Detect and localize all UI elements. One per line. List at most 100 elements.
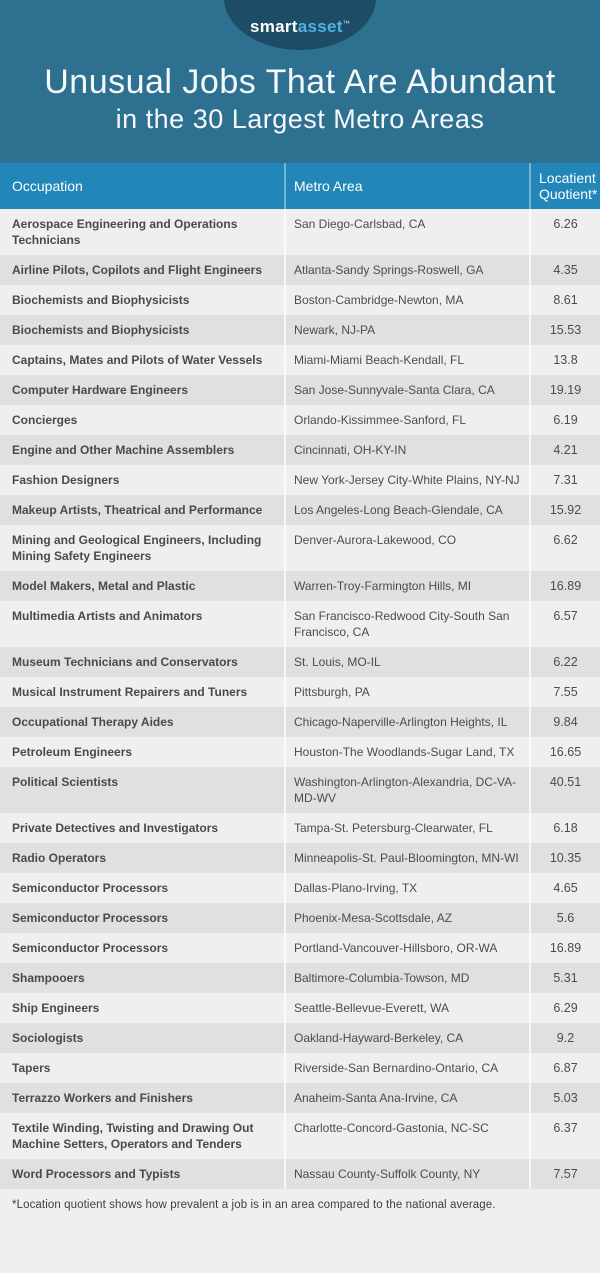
metro-area-cell: Denver-Aurora-Lakewood, CO	[284, 525, 530, 571]
occupation-cell: Biochemists and Biophysicists	[12, 293, 190, 307]
metro-area-cell: Orlando-Kissimmee-Sanford, FL	[284, 405, 530, 435]
location-quotient-cell: 7.57	[529, 1159, 600, 1189]
location-quotient-cell: 6.18	[529, 813, 600, 843]
location-quotient-cell: 7.55	[529, 677, 600, 707]
table-row: Concierges Orlando-Kissimmee-Sanford, FL 6…	[0, 405, 600, 435]
column-header-location-quotient: Locatient Quotient*	[529, 163, 600, 209]
table-row: Word Processors and Typists Nassau County…	[0, 1159, 600, 1189]
occupation-cell: Occupational Therapy Aides	[12, 715, 174, 729]
occupation-cell: Museum Technicians and Conservators	[12, 655, 238, 669]
location-quotient-cell: 19.19	[529, 375, 600, 405]
metro-area-cell: San Jose-Sunnyvale-Santa Clara, CA	[284, 375, 530, 405]
table-body: Aerospace Engineering and Operations Tec…	[0, 209, 600, 1189]
metro-area-cell: Minneapolis-St. Paul-Bloomington, MN-WI	[284, 843, 530, 873]
table-row: Captains, Mates and Pilots of Water Vess…	[0, 345, 600, 375]
occupation-cell: Sociologists	[12, 1031, 84, 1045]
location-quotient-cell: 16.89	[529, 571, 600, 601]
table-row: Semiconductor Processors Phoenix-Mesa-Sco…	[0, 903, 600, 933]
table-row: Tapers Riverside-San Bernardino-Ontario, …	[0, 1053, 600, 1083]
metro-area-cell: Seattle-Bellevue-Everett, WA	[284, 993, 530, 1023]
table-row: Musical Instrument Repairers and Tuners P…	[0, 677, 600, 707]
metro-area-cell: Miami-Miami Beach-Kendall, FL	[284, 345, 530, 375]
metro-area-cell: Chicago-Naperville-Arlington Heights, IL	[284, 707, 530, 737]
metro-area-cell: St. Louis, MO-IL	[284, 647, 530, 677]
table-row: Textile Winding, Twisting and Drawing Ou…	[0, 1113, 600, 1159]
metro-area-cell: Washington-Arlington-Alexandria, DC-VA-M…	[284, 767, 530, 813]
occupation-cell: Petroleum Engineers	[12, 745, 133, 759]
table-row: Airline Pilots, Copilots and Flight Engi…	[0, 255, 600, 285]
table-row: Museum Technicians and Conservators St. L…	[0, 647, 600, 677]
table-row: Petroleum Engineers Houston-The Woodlands…	[0, 737, 600, 767]
location-quotient-cell: 13.8	[529, 345, 600, 375]
metro-area-cell: Boston-Cambridge-Newton, MA	[284, 285, 530, 315]
location-quotient-cell: 6.26	[529, 209, 600, 255]
table-row: Occupational Therapy Aides Chicago-Naperv…	[0, 707, 600, 737]
logo-text-smart: smart	[249, 17, 298, 36]
metro-area-cell: Cincinnati, OH-KY-IN	[284, 435, 530, 465]
occupation-cell: Fashion Designers	[12, 473, 120, 487]
location-quotient-cell: 9.84	[529, 707, 600, 737]
table-row: Mining and Geological Engineers, Includi…	[0, 525, 600, 571]
table-row: Engine and Other Machine Assemblers Cinci…	[0, 435, 600, 465]
occupation-cell: Ship Engineers	[12, 1001, 100, 1015]
metro-area-cell: Newark, NJ-PA	[284, 315, 530, 345]
occupation-cell: Model Makers, Metal and Plastic	[12, 579, 196, 593]
metro-area-cell: Phoenix-Mesa-Scottsdale, AZ	[284, 903, 530, 933]
occupation-cell: Textile Winding, Twisting and Drawing Ou…	[12, 1121, 254, 1151]
occupation-cell: Tapers	[12, 1061, 51, 1075]
metro-area-cell: Warren-Troy-Farmington Hills, MI	[284, 571, 530, 601]
location-quotient-footnote: *Location quotient shows how prevalent a…	[12, 1199, 496, 1211]
table-row: Fashion Designers New York-Jersey City-Wh…	[0, 465, 600, 495]
table-row: Political Scientists Washington-Arlington…	[0, 767, 600, 813]
smartasset-logo: smartasset™	[250, 17, 350, 37]
table-row: Semiconductor Processors Dallas-Plano-Irv…	[0, 873, 600, 903]
location-quotient-cell: 16.89	[529, 933, 600, 963]
location-quotient-cell: 6.57	[529, 601, 600, 647]
location-quotient-cell: 15.92	[529, 495, 600, 525]
location-quotient-cell: 6.22	[529, 647, 600, 677]
occupation-cell: Computer Hardware Engineers	[12, 383, 189, 397]
metro-area-cell: Atlanta-Sandy Springs-Roswell, GA	[284, 255, 530, 285]
location-quotient-cell: 5.03	[529, 1083, 600, 1113]
occupation-cell: Airline Pilots, Copilots and Flight Engi…	[12, 263, 263, 277]
location-quotient-cell: 6.87	[529, 1053, 600, 1083]
table-row: Multimedia Artists and Animators San Fran…	[0, 601, 600, 647]
location-quotient-cell: 4.21	[529, 435, 600, 465]
occupation-cell: Captains, Mates and Pilots of Water Vess…	[12, 353, 263, 367]
metro-area-cell: New York-Jersey City-White Plains, NY-NJ	[284, 465, 530, 495]
occupation-cell: Private Detectives and Investigators	[12, 821, 219, 835]
location-quotient-cell: 10.35	[529, 843, 600, 873]
location-quotient-cell: 15.53	[529, 315, 600, 345]
occupation-cell: Biochemists and Biophysicists	[12, 323, 190, 337]
location-quotient-cell: 4.65	[529, 873, 600, 903]
table-row: Ship Engineers Seattle-Bellevue-Everett, …	[0, 993, 600, 1023]
location-quotient-cell: 16.65	[529, 737, 600, 767]
location-quotient-cell: 7.31	[529, 465, 600, 495]
column-header-occupation: Occupation	[0, 163, 285, 209]
occupation-cell: Semiconductor Processors	[12, 881, 169, 895]
occupation-cell: Aerospace Engineering and Operations Tec…	[12, 217, 238, 247]
location-quotient-cell: 5.31	[529, 963, 600, 993]
metro-area-cell: Charlotte-Concord-Gastonia, NC-SC	[284, 1113, 530, 1159]
table-row: Radio Operators Minneapolis-St. Paul-Bloo…	[0, 843, 600, 873]
location-quotient-cell: 9.2	[529, 1023, 600, 1053]
occupation-cell: Engine and Other Machine Assemblers	[12, 443, 235, 457]
table-row: Shampooers Baltimore-Columbia-Towson, MD 5…	[0, 963, 600, 993]
table-header-row: Occupation Metro Area Locatient Quotient…	[0, 163, 600, 209]
location-quotient-cell: 6.29	[529, 993, 600, 1023]
metro-area-cell: Pittsburgh, PA	[284, 677, 530, 707]
metro-area-cell: Tampa-St. Petersburg-Clearwater, FL	[284, 813, 530, 843]
table-row: Semiconductor Processors Portland-Vancouv…	[0, 933, 600, 963]
metro-area-cell: Oakland-Hayward-Berkeley, CA	[284, 1023, 530, 1053]
table-row: Model Makers, Metal and Plastic Warren-Tr…	[0, 571, 600, 601]
metro-area-cell: Dallas-Plano-Irving, TX	[284, 873, 530, 903]
metro-area-cell: Riverside-San Bernardino-Ontario, CA	[284, 1053, 530, 1083]
metro-area-cell: Los Angeles-Long Beach-Glendale, CA	[284, 495, 530, 525]
location-quotient-cell: 8.61	[529, 285, 600, 315]
occupation-cell: Word Processors and Typists	[12, 1167, 181, 1181]
occupation-cell: Makeup Artists, Theatrical and Performan…	[12, 503, 263, 517]
occupation-cell: Mining and Geological Engineers, Includi…	[12, 533, 262, 563]
table-row: Aerospace Engineering and Operations Tec…	[0, 209, 600, 255]
table-header: Occupation Metro Area Locatient Quotient…	[0, 163, 600, 209]
